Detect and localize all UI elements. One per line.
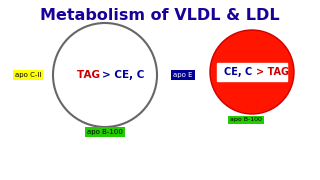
FancyBboxPatch shape [217, 63, 287, 81]
Circle shape [210, 30, 294, 114]
Text: CE, C: CE, C [224, 67, 256, 77]
Circle shape [53, 23, 157, 127]
Text: apo E: apo E [173, 72, 193, 78]
Text: apo B-100: apo B-100 [230, 118, 262, 123]
Text: > CE, C: > CE, C [102, 70, 144, 80]
Text: TAG: TAG [77, 70, 104, 80]
Text: Metabolism of VLDL & LDL: Metabolism of VLDL & LDL [40, 8, 280, 23]
Text: apo B-100: apo B-100 [87, 129, 123, 135]
Text: > TAG: > TAG [256, 67, 289, 77]
Text: apo C-II: apo C-II [15, 72, 41, 78]
